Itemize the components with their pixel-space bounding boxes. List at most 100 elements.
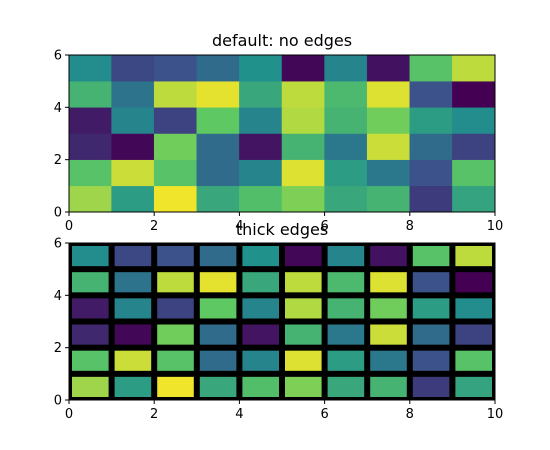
axis-ticks: 0 2 4 6 8 10 0 2 4 6 bbox=[54, 237, 504, 423]
heatmap-cell bbox=[153, 54, 198, 82]
heatmap-cell bbox=[452, 80, 496, 108]
chart-title: default: no edges bbox=[212, 31, 352, 50]
y-tick-label: 2 bbox=[54, 153, 62, 168]
axis-ticks: 0 2 4 6 8 10 0 2 4 6 bbox=[54, 49, 504, 235]
heatmap-cell bbox=[370, 350, 407, 371]
y-tick-label: 2 bbox=[54, 341, 62, 356]
heatmap-cell bbox=[196, 185, 240, 213]
x-tick-label: 8 bbox=[406, 407, 414, 422]
heatmap-cell bbox=[455, 324, 492, 345]
heatmap-cell bbox=[409, 159, 453, 187]
heatmap-cells bbox=[68, 54, 496, 213]
heatmap-cell bbox=[366, 185, 411, 213]
edge-background bbox=[69, 243, 495, 400]
heatmap-cell bbox=[242, 350, 279, 371]
heatmap-cell bbox=[324, 80, 368, 108]
heatmap-cell bbox=[153, 159, 198, 187]
heatmap-cell bbox=[157, 324, 194, 345]
heatmap-cell bbox=[327, 246, 365, 267]
heatmap-cell bbox=[72, 298, 109, 319]
heatmap-cell bbox=[153, 133, 198, 160]
heatmap-cell bbox=[111, 133, 155, 160]
heatmap-cell bbox=[452, 54, 496, 82]
heatmap-cell bbox=[196, 107, 240, 134]
heatmap-cell bbox=[157, 272, 194, 293]
chart-title: thick edges bbox=[236, 220, 328, 239]
heatmap-cell bbox=[281, 185, 325, 213]
heatmap-cell bbox=[239, 107, 283, 134]
heatmap-cell bbox=[281, 80, 325, 108]
heatmap-cell bbox=[157, 350, 194, 371]
heatmap-cell bbox=[239, 185, 283, 213]
heatmap-cell bbox=[324, 54, 368, 82]
heatmap-cell bbox=[68, 133, 112, 160]
heatmap-cell bbox=[72, 272, 109, 293]
heatmap-cell bbox=[242, 272, 279, 293]
y-tick-label: 4 bbox=[54, 101, 62, 116]
heatmap-cell bbox=[157, 376, 194, 397]
heatmap-cell bbox=[370, 376, 407, 397]
x-tick-label: 0 bbox=[65, 219, 73, 234]
heatmap-cell bbox=[199, 246, 237, 267]
heatmap-cell bbox=[285, 246, 322, 267]
heatmap-cell bbox=[196, 159, 240, 187]
heatmap-cell bbox=[239, 80, 283, 108]
heatmap-cell bbox=[196, 133, 240, 160]
heatmap-cell bbox=[452, 159, 496, 187]
x-tick-label: 0 bbox=[65, 407, 73, 422]
heatmap-cell bbox=[455, 350, 492, 371]
heatmap-cell bbox=[153, 185, 198, 213]
plot-frame bbox=[68, 242, 496, 401]
heatmap-cell bbox=[68, 80, 112, 108]
heatmap-cell bbox=[242, 376, 279, 397]
heatmap-cell bbox=[452, 107, 496, 134]
heatmap-cell bbox=[72, 376, 109, 397]
heatmap-cell bbox=[370, 272, 407, 293]
heatmap-cell bbox=[324, 133, 368, 160]
heatmap-cell bbox=[114, 324, 152, 345]
heatmap-cell bbox=[370, 298, 407, 319]
heatmap-cell bbox=[68, 159, 112, 187]
heatmap-cell bbox=[153, 107, 198, 134]
y-tick-label: 6 bbox=[54, 49, 62, 64]
y-tick-label: 4 bbox=[54, 289, 62, 304]
heatmap-cell bbox=[239, 54, 283, 82]
heatmap-cell bbox=[281, 133, 325, 160]
heatmap-cell bbox=[111, 80, 155, 108]
heatmap-cell bbox=[196, 80, 240, 108]
heatmap-cell bbox=[111, 185, 155, 213]
heatmap-cell bbox=[68, 185, 112, 213]
heatmap-cell bbox=[366, 107, 411, 134]
heatmap-panel-bottom: thick edges 0 2 4 6 8 10 0 2 4 6 bbox=[54, 220, 504, 422]
heatmap-panel-top: default: no edges 0 2 4 6 8 10 0 2 4 6 bbox=[54, 31, 504, 234]
heatmap-cell bbox=[324, 185, 368, 213]
x-tick-label: 6 bbox=[320, 219, 328, 234]
x-tick-label: 8 bbox=[406, 219, 414, 234]
heatmap-cell bbox=[281, 107, 325, 134]
y-tick-label: 6 bbox=[54, 237, 62, 252]
heatmap-cell bbox=[327, 376, 365, 397]
x-tick-label: 4 bbox=[235, 407, 243, 422]
x-tick-label: 6 bbox=[320, 407, 328, 422]
heatmap-cell bbox=[409, 80, 453, 108]
heatmap-cell bbox=[412, 298, 450, 319]
heatmap-cell bbox=[242, 298, 279, 319]
heatmap-cell bbox=[153, 80, 198, 108]
heatmap-cell bbox=[324, 107, 368, 134]
heatmap-cell bbox=[157, 298, 194, 319]
x-tick-label: 4 bbox=[235, 219, 243, 234]
heatmap-cell bbox=[199, 298, 237, 319]
heatmap-cell bbox=[72, 324, 109, 345]
heatmap-cell bbox=[409, 107, 453, 134]
heatmap-cell bbox=[72, 350, 109, 371]
heatmap-cell bbox=[199, 350, 237, 371]
heatmap-cell bbox=[157, 246, 194, 267]
heatmap-cell bbox=[370, 246, 407, 267]
y-tick-label: 0 bbox=[54, 206, 62, 221]
heatmap-cell bbox=[281, 54, 325, 82]
heatmap-cell bbox=[111, 159, 155, 187]
heatmap-cell bbox=[242, 246, 279, 267]
heatmap-cell bbox=[285, 350, 322, 371]
heatmap-cell bbox=[111, 54, 155, 82]
